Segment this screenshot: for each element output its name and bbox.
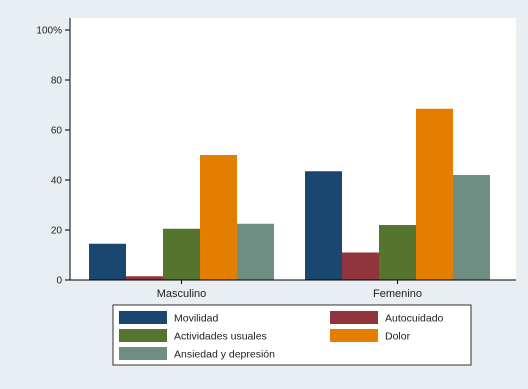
bar-femenino-3	[416, 108, 453, 280]
legend-label: Actividades usuales	[174, 331, 267, 343]
bar-femenino-4	[453, 175, 490, 280]
legend-swatch	[119, 311, 167, 324]
bar-femenino-1	[342, 252, 379, 280]
bar-masculino-3	[200, 155, 237, 280]
y-tick-label: 0	[56, 276, 62, 287]
x-tick-label: Femenino	[373, 288, 422, 300]
legend-box	[112, 304, 472, 366]
legend-swatch	[330, 329, 378, 342]
y-tick-label: 80	[51, 76, 63, 87]
legend-swatch	[119, 347, 167, 360]
y-tick-label: 40	[51, 176, 63, 187]
bar-masculino-0	[89, 243, 126, 280]
legend-swatch	[330, 311, 378, 324]
bar-masculino-4	[237, 223, 274, 280]
axes-group: Masculino Femenino 0 20 40 60 80 100%	[36, 18, 516, 300]
legend-label: Ansiedad y depresión	[174, 349, 275, 361]
legend: Movilidad Autocuidado Actividades usuales D…	[112, 304, 472, 366]
y-tick-label: 20	[51, 226, 63, 237]
legend-swatch	[119, 329, 167, 342]
bar-masculino-1	[126, 276, 163, 280]
y-tick-label: 60	[51, 126, 63, 137]
bar-masculino-2	[163, 228, 200, 280]
legend-label: Dolor	[385, 331, 411, 343]
legend-label: Autocuidado	[385, 313, 444, 325]
y-tick-label: 100%	[36, 26, 62, 37]
x-tick-label: Masculino	[157, 288, 207, 300]
legend-label: Movilidad	[174, 313, 219, 325]
bars-group	[89, 108, 490, 280]
bar-femenino-2	[379, 225, 416, 280]
bar-femenino-0	[305, 171, 342, 280]
